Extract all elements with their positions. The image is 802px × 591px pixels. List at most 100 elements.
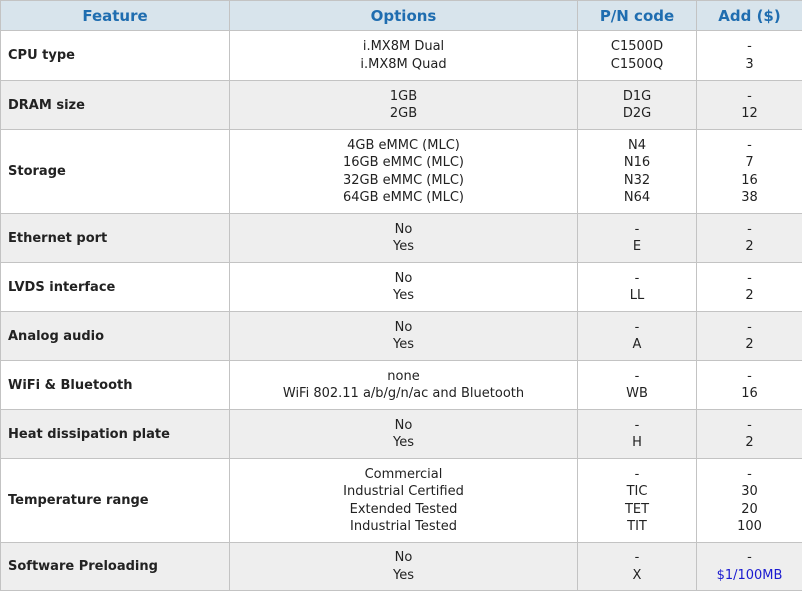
options-cell: No Yes <box>229 213 578 263</box>
add-price-cell: - $1/100MB <box>696 542 802 591</box>
table-row: Ethernet port No Yes - E -2 <box>0 213 802 263</box>
pn-code-value: H <box>632 435 642 450</box>
option-value: Yes <box>393 435 414 450</box>
option-value: 4GB eMMC (MLC) <box>347 137 460 153</box>
option-value: Yes <box>393 288 414 303</box>
pn-code-value: D1G <box>622 88 652 104</box>
option-value: Yes <box>393 337 414 352</box>
add-price-value: 30 <box>741 484 758 499</box>
pn-code-cell: N4 N16 N32 N64 <box>577 129 697 214</box>
option-value: No <box>394 221 413 237</box>
add-price-value: - <box>747 39 752 54</box>
pn-code-value: TIC <box>626 484 648 499</box>
pn-code-value: C1500D <box>610 39 664 54</box>
feature-cell: Ethernet port <box>0 213 230 263</box>
add-price-value: - <box>747 319 752 335</box>
option-value: Yes <box>393 239 414 254</box>
add-price-value: - <box>747 417 752 433</box>
pn-code-value: N4 <box>628 137 646 153</box>
feature-cell: CPU type <box>0 30 230 81</box>
options-cell: No Yes <box>229 311 578 361</box>
add-price-value: 12 <box>741 106 758 121</box>
option-value: No <box>394 270 413 286</box>
pn-code-value: - <box>634 417 640 433</box>
header-feature: Feature <box>0 0 230 31</box>
options-cell: No Yes <box>229 542 578 591</box>
options-cell: Commercial Industrial Certified Extended T… <box>229 458 578 543</box>
add-price-value: 2 <box>745 288 754 303</box>
add-price-value: 2 <box>745 337 754 352</box>
pn-code-cell: - WB <box>577 360 697 410</box>
pn-code-value: - <box>634 368 640 384</box>
header-pn-code: P/N code <box>577 0 697 31</box>
add-price-value: - <box>747 466 752 482</box>
option-value: No <box>394 550 413 565</box>
table-row: Software Preloading No Yes - X - $1/100MB <box>0 542 802 591</box>
option-value: Industrial Tested <box>350 519 457 534</box>
feature-cell: LVDS interface <box>0 262 230 312</box>
table-body: CPU type i.MX8M Dual i.MX8M Quad C1500D C150… <box>0 30 802 591</box>
table-row: WiFi & Bluetooth none WiFi 802.11 a/b/g/n/… <box>0 360 802 410</box>
add-price-value: - <box>747 368 752 384</box>
options-cell: none WiFi 802.11 a/b/g/n/ac and Bluetooth <box>229 360 578 410</box>
feature-cell: DRAM size <box>0 80 230 130</box>
feature-cell: Storage <box>0 129 230 214</box>
pn-code-value: - <box>634 221 640 237</box>
pn-code-value: WB <box>626 386 648 401</box>
add-price-cell: -2 <box>696 409 802 459</box>
options-cell: No Yes <box>229 409 578 459</box>
pn-code-value: N64 <box>623 190 651 205</box>
options-cell: 1GB 2GB <box>229 80 578 130</box>
add-price-value: 2 <box>745 239 754 254</box>
pn-code-value: TIT <box>627 519 647 534</box>
add-price-cell: -2 <box>696 311 802 361</box>
option-value: Industrial Certified <box>343 484 464 499</box>
header-row: Feature Options P/N code Add ($) <box>0 0 802 31</box>
option-value: No <box>394 319 413 335</box>
option-value: 1GB <box>389 88 418 104</box>
table-row: CPU type i.MX8M Dual i.MX8M Quad C1500D C150… <box>0 30 802 81</box>
add-price-value: - <box>747 221 752 237</box>
table-row: Heat dissipation plate No Yes - H -2 <box>0 409 802 459</box>
table-row: Analog audio No Yes - A -2 <box>0 311 802 361</box>
add-price-value: 2 <box>745 435 754 450</box>
add-price-value[interactable]: $1/100MB <box>716 567 783 583</box>
option-value: none <box>387 368 420 384</box>
pn-code-cell: - TIC TET TIT <box>577 458 697 543</box>
option-value: 16GB eMMC (MLC) <box>343 155 464 170</box>
add-price-cell: - 30 20 100 <box>696 458 802 543</box>
pn-code-value: C1500Q <box>610 56 664 72</box>
pn-code-cell: -E <box>577 213 697 263</box>
header-options: Options <box>229 0 578 31</box>
pn-code-cell: -X <box>577 542 697 591</box>
options-cell: 4GB eMMC (MLC) 16GB eMMC (MLC) 32GB eMMC (… <box>229 129 578 214</box>
feature-cell: Temperature range <box>0 458 230 543</box>
option-value: 32GB eMMC (MLC) <box>343 172 464 188</box>
option-value: i.MX8M Dual <box>362 39 445 54</box>
add-price-value: - <box>747 137 752 153</box>
pn-code-value: LL <box>629 288 645 303</box>
option-value: WiFi 802.11 a/b/g/n/ac and Bluetooth <box>282 386 525 401</box>
add-price-value: 38 <box>741 190 758 205</box>
add-price-cell: -3 <box>696 30 802 81</box>
pn-code-cell: D1G D2G <box>577 80 697 130</box>
add-price-cell: - 16 <box>696 360 802 410</box>
add-price-value: 7 <box>745 155 754 170</box>
pn-code-value: X <box>632 567 642 583</box>
add-price-value: 100 <box>737 519 762 534</box>
add-price-value: 16 <box>741 172 758 188</box>
options-cell: No Yes <box>229 262 578 312</box>
pn-code-value: - <box>634 550 640 565</box>
table-row: Storage 4GB eMMC (MLC) 16GB eMMC (MLC) 32GB… <box>0 129 802 214</box>
add-price-value: 20 <box>741 501 758 517</box>
add-price-value: 16 <box>741 386 758 401</box>
option-value: Commercial <box>364 466 443 482</box>
pn-code-value: N32 <box>623 172 651 188</box>
option-value: 64GB eMMC (MLC) <box>343 190 464 205</box>
option-value: No <box>394 417 413 433</box>
table-row: Temperature range Commercial Industrial Ce… <box>0 458 802 543</box>
feature-cell: Analog audio <box>0 311 230 361</box>
add-price-cell: - 12 <box>696 80 802 130</box>
add-price-value: - <box>747 550 752 565</box>
